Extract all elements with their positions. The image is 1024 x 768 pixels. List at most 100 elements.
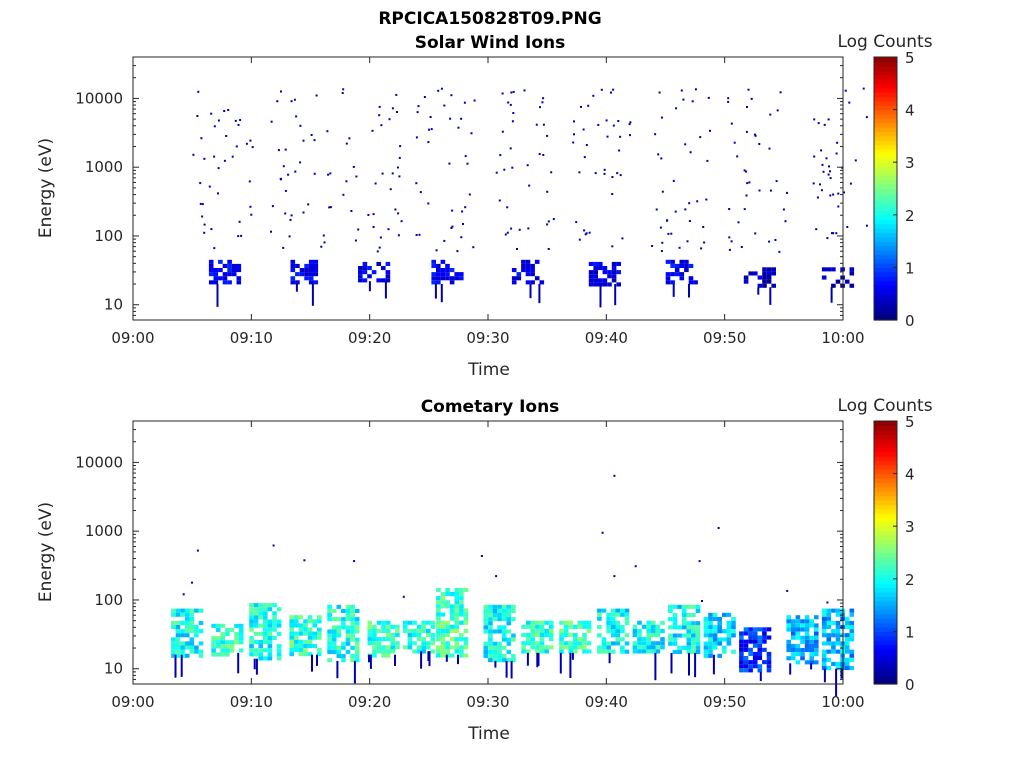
- count-point: [776, 109, 779, 112]
- count-point: [655, 208, 658, 211]
- spectrogram-cell: [236, 280, 242, 285]
- spectrogram-cell: [385, 649, 391, 654]
- count-point: [240, 234, 243, 237]
- spectrogram-cell: [449, 616, 455, 621]
- spectrogram-cell: [563, 645, 569, 650]
- spectrogram-cell: [686, 629, 692, 634]
- spectrogram-cell: [620, 637, 625, 642]
- spectrogram-cell: [263, 607, 268, 612]
- spectrogram-cell: [376, 637, 382, 642]
- spectrogram-cell: [620, 612, 625, 617]
- spectrogram-cell: [539, 624, 545, 629]
- scatter-group-solar-wind: [415, 87, 476, 253]
- spectrogram-cell: [606, 612, 611, 617]
- spectrogram-cell: [220, 652, 226, 657]
- spectrogram-cell: [350, 633, 355, 638]
- count-point: [506, 231, 509, 234]
- spectrogram-cell: [194, 608, 199, 613]
- spectrogram-cell: [459, 592, 464, 597]
- spectrogram-cell: [703, 629, 709, 634]
- colorbar-segment: [874, 631, 897, 637]
- spectrogram-cell: [227, 272, 232, 277]
- count-point: [835, 152, 838, 155]
- spectrogram-cell: [345, 604, 351, 609]
- spectrogram-cell: [814, 652, 819, 657]
- spectrogram-cell: [712, 629, 718, 634]
- spectrogram-cell: [312, 619, 317, 624]
- spectrogram-cell: [849, 271, 855, 276]
- count-point: [271, 205, 274, 208]
- spectrogram-cell: [341, 641, 346, 646]
- spectrogram-cell: [267, 623, 273, 628]
- spectrogram-cell: [525, 620, 531, 625]
- spectrogram-cell: [445, 600, 450, 605]
- colorbar-segment: [874, 135, 897, 141]
- spectrogram-cell: [189, 612, 195, 617]
- spectrogram-cell: [427, 651, 430, 661]
- spectrogram-cell: [686, 649, 692, 654]
- spectrogram-cell: [708, 612, 713, 617]
- spectrogram-cell: [786, 627, 791, 632]
- spectrogram-cell: [331, 625, 337, 630]
- spectrogram-cell: [752, 639, 758, 644]
- spectrogram-cell: [529, 284, 532, 299]
- spectrogram-cell: [390, 645, 396, 650]
- spectrogram-cell: [743, 668, 749, 673]
- spectrogram-cell: [511, 276, 517, 281]
- count-point: [539, 106, 541, 109]
- sweep-cometary: [289, 615, 322, 672]
- count-point: [378, 246, 381, 249]
- spectrogram-cell: [258, 615, 263, 620]
- spectrogram-cell: [222, 276, 228, 281]
- spectrogram-cell: [506, 621, 512, 626]
- spectrogram-cell: [483, 621, 489, 626]
- spectrogram-cell: [831, 645, 836, 650]
- count-point: [816, 196, 819, 199]
- spectrogram-cell: [376, 649, 382, 654]
- count-point: [820, 189, 823, 192]
- spectrogram-cell: [367, 633, 373, 638]
- colorbar-segment: [874, 486, 897, 492]
- count-point: [832, 193, 835, 196]
- spectrogram-cell: [722, 629, 727, 634]
- count-point: [313, 139, 316, 142]
- count-point: [605, 119, 608, 122]
- count-point: [196, 115, 199, 117]
- spectrogram-cell: [844, 279, 850, 284]
- sweep-cometary: [632, 620, 665, 681]
- count-point: [585, 144, 588, 146]
- spectrogram-cell: [810, 663, 813, 670]
- spectrogram-cell: [295, 263, 300, 268]
- spectrogram-cell: [249, 623, 254, 628]
- count-point: [542, 154, 545, 156]
- spectrogram-cell: [463, 645, 469, 650]
- spectrogram-cell: [809, 623, 814, 628]
- spectrogram-cell: [327, 608, 332, 613]
- spectrogram-cell: [548, 637, 554, 642]
- spectrogram-cell: [220, 636, 226, 641]
- spectrogram-cell: [426, 633, 431, 638]
- spectrogram-cell: [844, 633, 850, 638]
- count-point: [831, 232, 833, 235]
- spectrogram-cell: [436, 263, 441, 268]
- spectrogram-cell: [263, 648, 268, 653]
- spectrogram-cell: [525, 259, 531, 264]
- spectrogram-cell: [313, 259, 319, 264]
- count-point: [592, 94, 595, 97]
- count-point: [284, 189, 287, 192]
- spectrogram-cell: [651, 628, 656, 633]
- spectrogram-cell: [598, 266, 603, 271]
- count-point: [507, 101, 510, 104]
- spectrogram-cell: [367, 620, 373, 625]
- count-point: [658, 91, 661, 94]
- count-point: [270, 120, 273, 123]
- spectrogram-cell: [175, 637, 181, 642]
- spectrogram-cell: [826, 657, 832, 662]
- count-point: [575, 221, 578, 224]
- count-point: [290, 214, 293, 217]
- spectrogram-cell: [668, 633, 673, 638]
- spectrogram-cell: [354, 617, 360, 622]
- spectrogram-cell: [488, 613, 493, 618]
- spectrogram-cell: [459, 612, 464, 617]
- count-point: [239, 119, 242, 121]
